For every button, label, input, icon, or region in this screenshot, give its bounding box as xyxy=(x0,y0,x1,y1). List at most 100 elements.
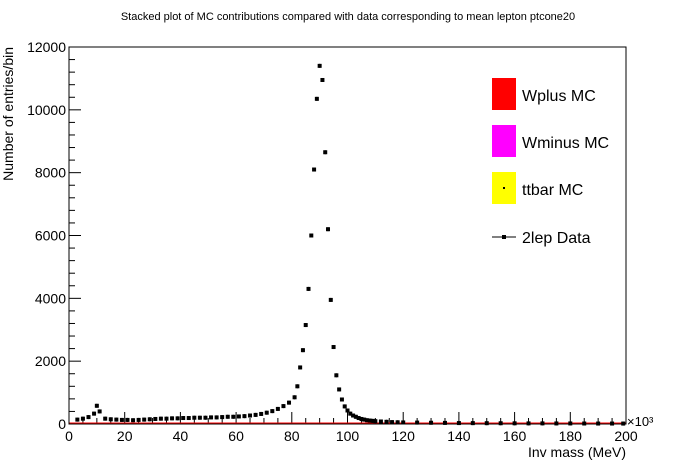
data-point xyxy=(92,411,97,416)
data-point xyxy=(512,421,517,426)
data-point xyxy=(442,420,447,425)
data-point xyxy=(75,417,80,422)
x-tick-label: 180 xyxy=(559,428,583,444)
legend-item-wminus-mc: Wminus MC xyxy=(492,125,609,157)
data-point xyxy=(275,406,280,411)
data-point xyxy=(395,420,400,425)
y-tick-label: 2000 xyxy=(35,353,66,369)
data-point xyxy=(456,421,461,426)
data-point xyxy=(242,414,247,419)
data-point xyxy=(331,345,336,350)
data-point xyxy=(370,418,375,423)
data-point xyxy=(353,414,358,419)
y-tick-label: 4000 xyxy=(35,290,66,306)
y-tick-label: 10000 xyxy=(27,102,66,118)
data-point xyxy=(236,414,241,419)
data-point xyxy=(498,421,503,426)
x-tick-label: 0 xyxy=(65,428,73,444)
data-point xyxy=(378,419,383,424)
legend-swatch-wplus-mc xyxy=(492,78,516,110)
data-point xyxy=(192,415,197,420)
data-point xyxy=(94,403,99,408)
legend: Wplus MC Wminus MC ttbar MC 2lep Data xyxy=(492,78,609,247)
legend-marker-2lep-data xyxy=(502,235,506,239)
y-tick-label: 6000 xyxy=(35,228,66,244)
legend-item-wplus-mc: Wplus MC xyxy=(492,78,596,110)
x-tick-label: 100 xyxy=(336,428,360,444)
y-axis-tick-labels: 0 2000 4000 6000 8000 10000 12000 xyxy=(27,39,66,432)
data-point xyxy=(170,416,175,421)
data-point xyxy=(306,286,311,291)
data-point xyxy=(429,420,434,425)
data-point xyxy=(568,421,573,426)
data-point xyxy=(270,409,275,414)
x-tick-label: 80 xyxy=(284,428,300,444)
data-point xyxy=(175,416,180,421)
data-point xyxy=(470,421,475,426)
data-point xyxy=(317,63,322,68)
data-point xyxy=(348,411,353,416)
legend-dot-ttbar xyxy=(503,187,505,189)
data-point xyxy=(484,421,489,426)
data-point xyxy=(312,167,317,172)
data-point xyxy=(339,397,344,402)
data-point xyxy=(97,409,102,414)
data-point xyxy=(214,415,219,420)
x-tick-label: 200 xyxy=(614,428,638,444)
data-point xyxy=(108,417,113,422)
data-point xyxy=(300,348,305,353)
data-point xyxy=(103,416,108,421)
legend-swatch-wminus-mc xyxy=(492,125,516,157)
data-point xyxy=(384,419,389,424)
y-tick-label: 12000 xyxy=(27,39,66,55)
data-point xyxy=(326,227,331,232)
data-point xyxy=(526,421,531,426)
y-tick-label: 0 xyxy=(58,416,66,432)
x-tick-label: 140 xyxy=(447,428,471,444)
legend-label-2lep-data: 2lep Data xyxy=(522,230,591,247)
legend-item-2lep-data: 2lep Data xyxy=(492,230,591,247)
data-point xyxy=(220,415,225,420)
data-point xyxy=(390,420,395,425)
data-point xyxy=(259,411,264,416)
data-point xyxy=(287,400,292,405)
data-point xyxy=(401,420,406,425)
data-point xyxy=(359,416,364,421)
legend-label-wplus-mc: Wplus MC xyxy=(522,88,596,105)
x-tick-label: 20 xyxy=(117,428,133,444)
data-point xyxy=(342,404,347,409)
data-point xyxy=(142,417,147,422)
data-point xyxy=(554,421,559,426)
data-point xyxy=(345,408,350,413)
data-point xyxy=(125,417,130,422)
data-point xyxy=(337,387,342,392)
data-point xyxy=(197,415,202,420)
data-point xyxy=(153,416,158,421)
legend-label-wminus-mc: Wminus MC xyxy=(522,135,609,152)
x-tick-label: 120 xyxy=(392,428,416,444)
data-point xyxy=(253,412,258,417)
x-axis-multiplier: ×10³ xyxy=(627,414,654,429)
data-point xyxy=(320,77,325,82)
y-axis-ticks xyxy=(69,46,81,425)
x-axis-label: Inv mass (MeV) xyxy=(528,444,626,460)
data-point xyxy=(582,421,587,426)
data-point xyxy=(373,419,378,424)
data-point xyxy=(281,404,286,409)
data-point xyxy=(114,417,119,422)
chart-title: Stacked plot of MC contributions compare… xyxy=(121,11,575,23)
data-points xyxy=(75,63,626,426)
data-point xyxy=(264,410,269,415)
data-point xyxy=(314,96,319,101)
data-point xyxy=(364,418,369,423)
y-axis-label: Number of entries/bin xyxy=(0,47,16,181)
data-point xyxy=(131,418,136,423)
data-point xyxy=(147,417,152,422)
data-point xyxy=(415,420,420,425)
x-tick-label: 40 xyxy=(173,428,189,444)
data-point xyxy=(136,417,141,422)
data-point xyxy=(367,418,372,423)
x-tick-label: 160 xyxy=(503,428,527,444)
data-point xyxy=(80,416,85,421)
